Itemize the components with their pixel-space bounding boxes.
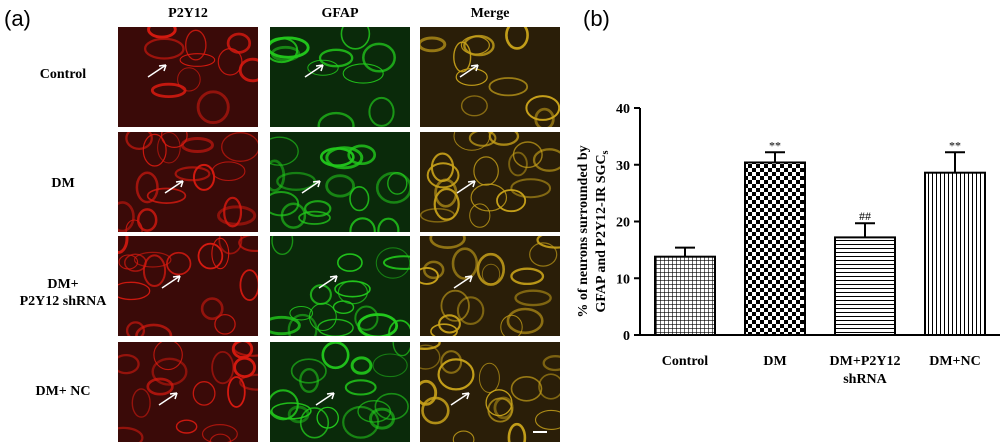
micrograph-gfap-dm-p2y12-shrna <box>270 236 410 336</box>
panel-b-letter: (b) <box>583 6 610 31</box>
y-tick-label: 20 <box>616 216 630 231</box>
scale-bar <box>533 431 547 433</box>
micrograph-merge-dm-nc <box>420 342 560 442</box>
bar-chart: 0 10 20 30 40 % of neurons surrounded by GFAP … <box>576 102 1000 387</box>
category-label: DM <box>763 354 786 369</box>
bar <box>744 161 806 336</box>
y-tick-label: 40 <box>616 102 630 117</box>
micrograph-p2y12-dm-nc <box>118 342 258 442</box>
category-label: DM+NC <box>929 354 981 369</box>
bar <box>654 255 716 336</box>
column-header-p2y12: P2Y12 <box>168 6 208 21</box>
significance-label: ## <box>859 209 871 223</box>
micrograph-merge-dm-p2y12-shrna <box>420 236 560 336</box>
y-tick-label: 30 <box>616 159 630 174</box>
bar <box>834 236 896 336</box>
micrograph-gfap-dm <box>270 132 410 232</box>
category-label: shRNA <box>843 372 887 387</box>
y-axis-label: % of neurons surrounded by GFAP and P2Y12… <box>576 145 611 317</box>
micrograph-p2y12-dm <box>118 132 258 232</box>
row-label-control: Control <box>39 67 87 82</box>
y-tick-label: 10 <box>616 272 630 287</box>
panel-a-letter: (a) <box>4 6 31 31</box>
row-label-dm-nc: DM+ NC <box>35 384 91 399</box>
column-header-gfap: GFAP <box>321 6 359 21</box>
row-label-dm-p2y12-shrna: DM+ P2Y12 shRNA <box>19 277 107 309</box>
significance-label: ** <box>949 138 961 152</box>
category-label: DM+P2Y12 <box>830 354 901 369</box>
micrograph-p2y12-dm-p2y12-shrna <box>118 236 258 336</box>
significance-label: ** <box>769 138 781 152</box>
category-label: Control <box>662 354 709 369</box>
micrograph-gfap-control <box>270 27 410 127</box>
micrograph-merge-dm <box>420 132 560 232</box>
column-header-merge: Merge <box>470 6 510 21</box>
micrograph-p2y12-control <box>118 27 258 127</box>
micrograph-gfap-dm-nc <box>270 342 410 442</box>
micrograph-merge-control <box>420 27 560 127</box>
y-tick-label: 0 <box>623 329 630 344</box>
row-label-dm: DM <box>51 176 75 191</box>
bar <box>924 171 986 336</box>
